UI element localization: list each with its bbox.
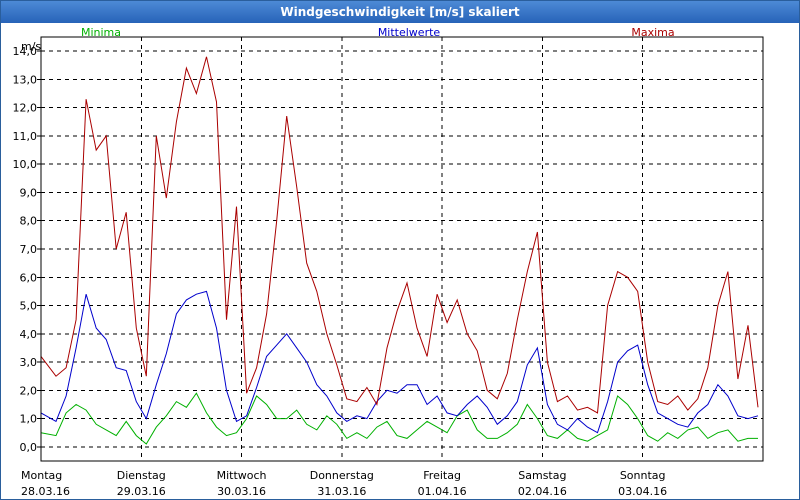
y-tick-label-12: 12,0 xyxy=(13,102,38,115)
y-tick-label-1: 1,0 xyxy=(20,413,38,426)
x-label-weekday-1: Dienstag xyxy=(117,469,166,482)
x-label-weekday-0: Montag xyxy=(21,469,62,482)
x-label-weekday-6: Sonntag xyxy=(620,469,666,482)
x-label-date-3: 31.03.16 xyxy=(317,485,366,498)
series-line-maxima xyxy=(40,56,759,414)
y-tick-label-5: 5,0 xyxy=(20,300,38,313)
y-tick-label-14: 14,0 xyxy=(13,45,38,58)
y-tick-label-9: 9,0 xyxy=(20,186,38,199)
window-title: Windgeschwindigkeit [m/s] skaliert xyxy=(1,1,799,23)
legend-entry-1: Mittelwerte xyxy=(378,26,441,39)
x-label-weekday-4: Freitag xyxy=(423,469,461,482)
series-line-minima xyxy=(40,392,758,445)
y-tick-label-4: 4,0 xyxy=(20,328,38,341)
x-label-weekday-3: Donnerstag xyxy=(310,469,374,482)
x-label-date-4: 01.04.16 xyxy=(418,485,467,498)
y-tick-label-6: 6,0 xyxy=(20,271,38,284)
y-tick-label-10: 10,0 xyxy=(13,158,38,171)
y-tick-label-13: 13,0 xyxy=(13,73,38,86)
x-label-date-2: 30.03.16 xyxy=(217,485,266,498)
wind-speed-chart: Minima Mittelwerte Maxima m/s 0,0 1,0 2,0 3,0 4,… xyxy=(13,26,764,498)
x-label-weekday-5: Samstag xyxy=(518,469,566,482)
y-tick-label-0: 0,0 xyxy=(20,441,38,454)
y-tick-label-2: 2,0 xyxy=(20,384,38,397)
x-label-date-6: 03.04.16 xyxy=(618,485,667,498)
x-label-weekday-2: Mittwoch xyxy=(217,469,267,482)
y-tick-label-3: 3,0 xyxy=(20,356,38,369)
y-tick-label-7: 7,0 xyxy=(20,243,38,256)
x-label-date-1: 29.03.16 xyxy=(117,485,166,498)
y-axis-unit: m/s xyxy=(21,40,41,53)
x-label-date-5: 02.04.16 xyxy=(518,485,567,498)
x-label-date-0: 28.03.16 xyxy=(21,485,70,498)
legend-entry-2: Maxima xyxy=(631,26,674,39)
series-line-mittelwerte xyxy=(40,290,759,434)
y-tick-label-8: 8,0 xyxy=(20,215,38,228)
legend-entry-0: Minima xyxy=(81,26,121,39)
plot-border xyxy=(40,36,764,462)
y-tick-label-11: 11,0 xyxy=(13,130,38,143)
